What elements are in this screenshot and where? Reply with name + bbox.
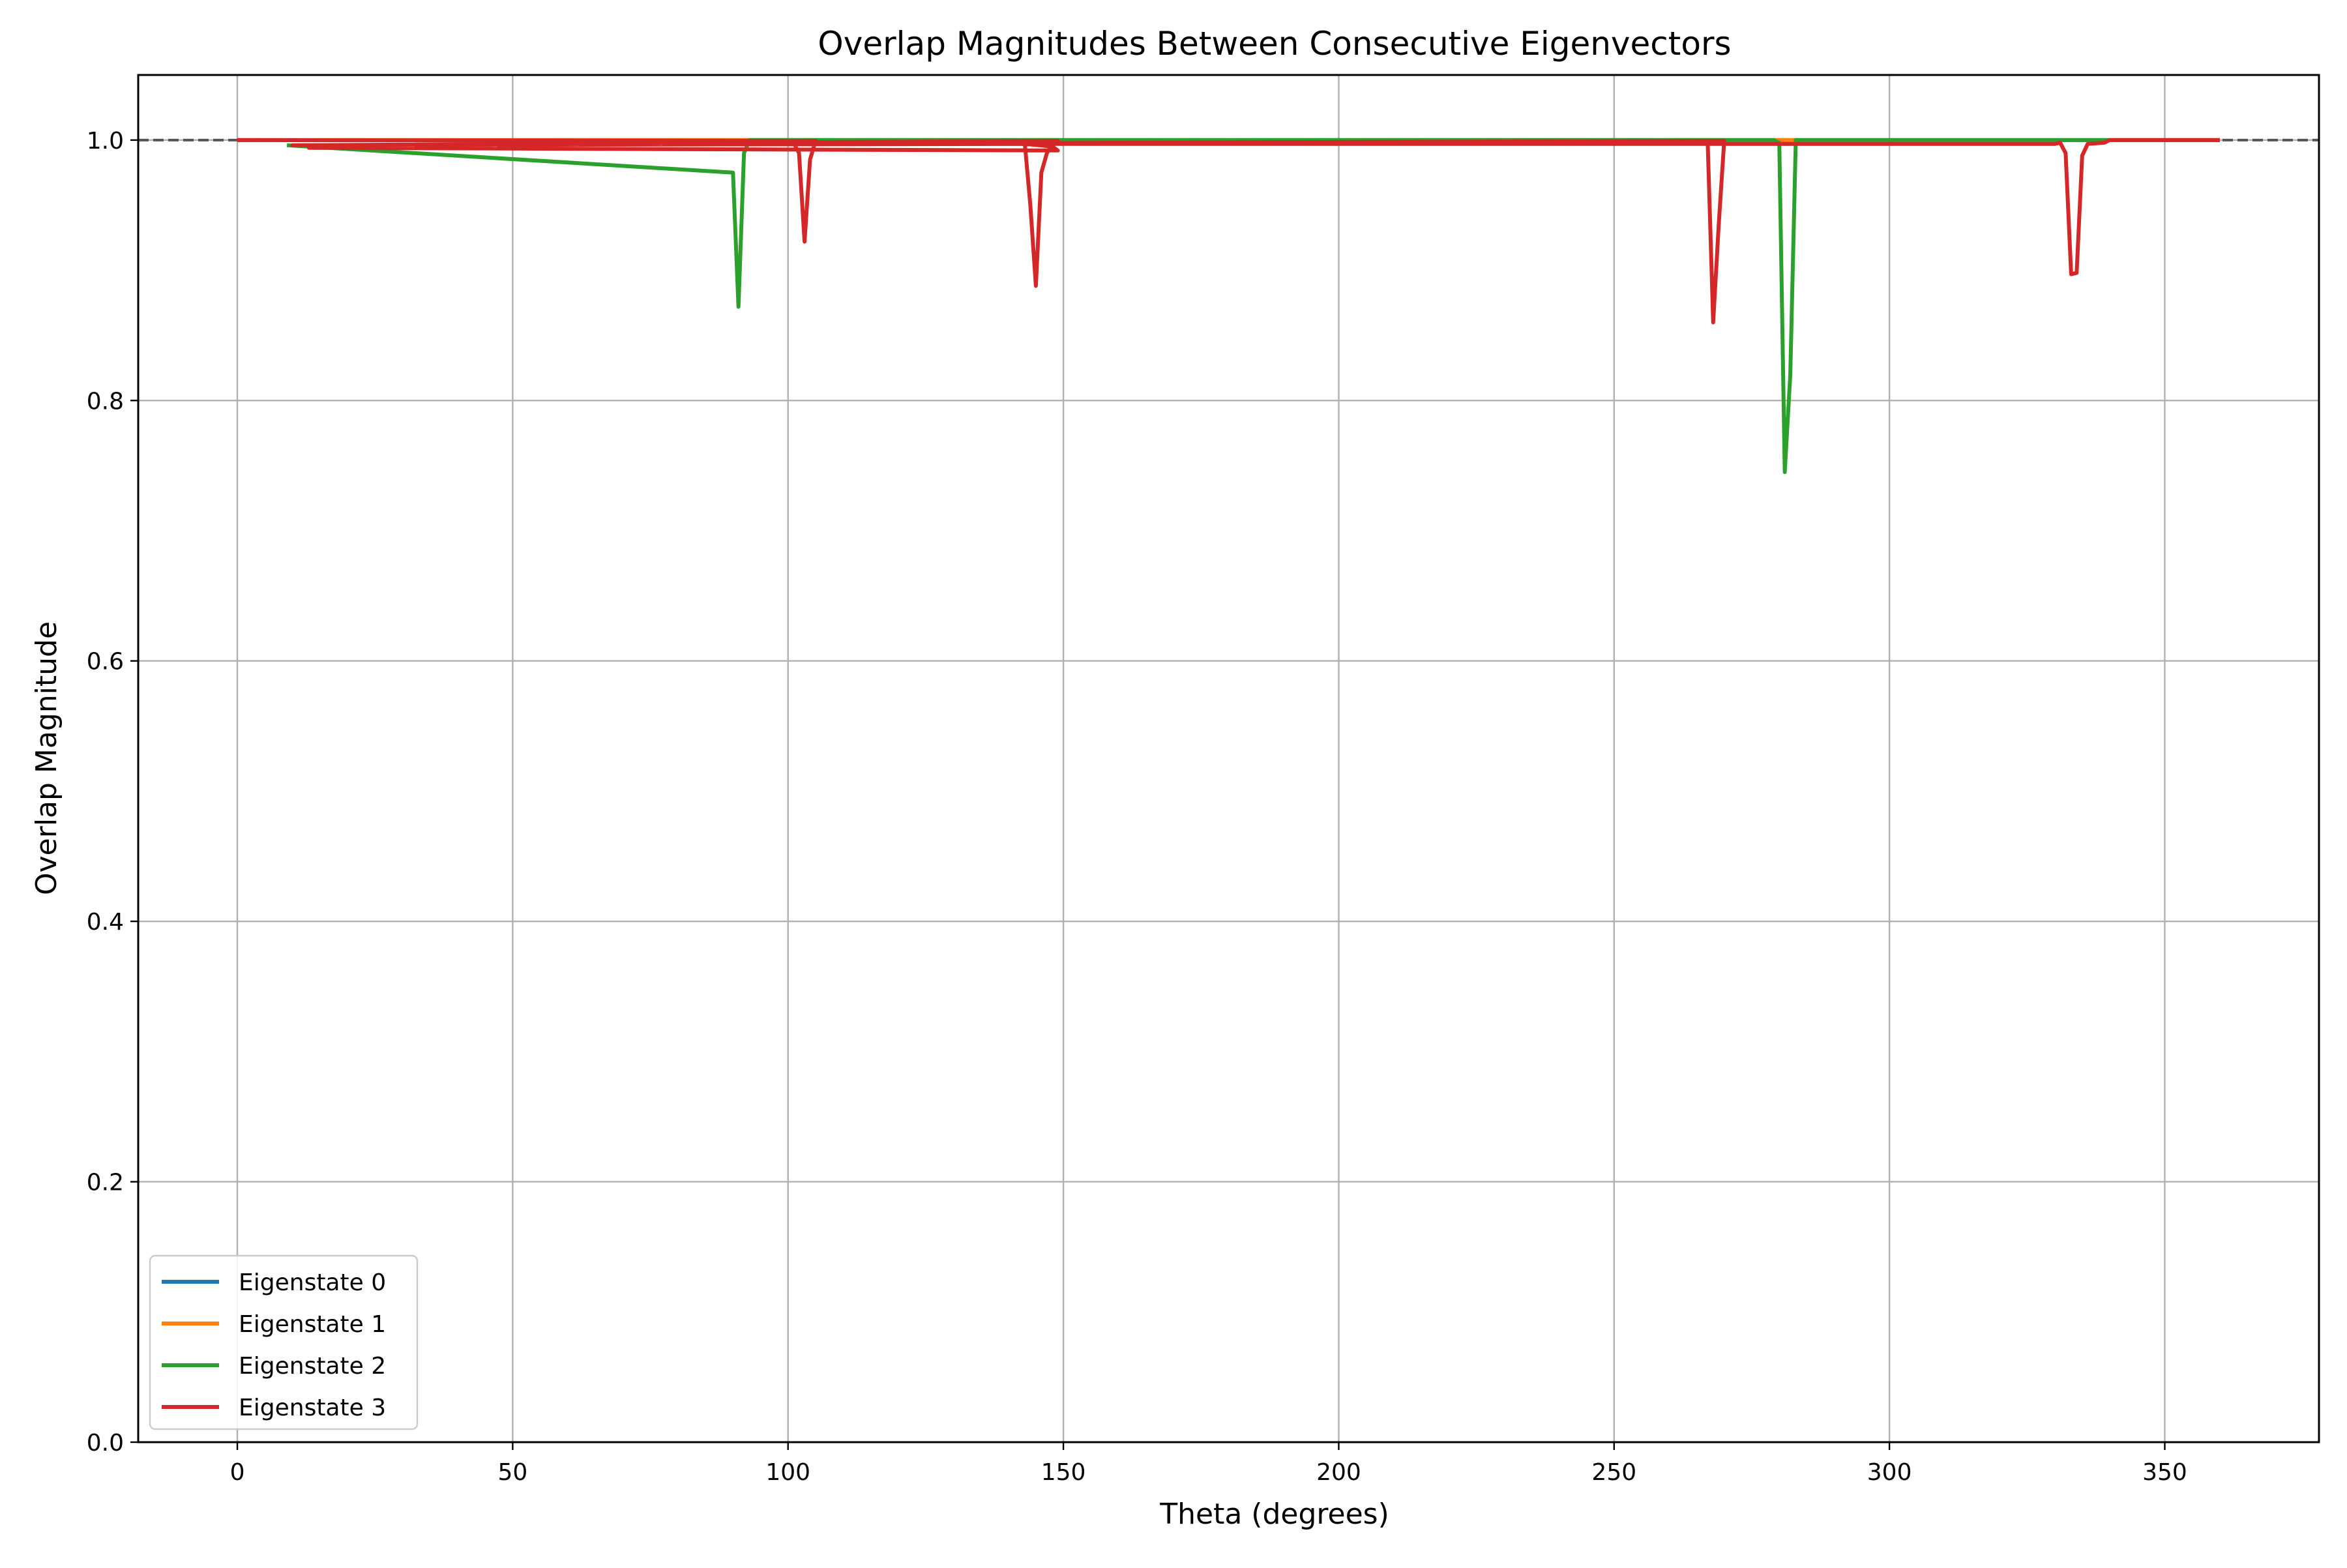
x-tick-label: 250 bbox=[1591, 1459, 1636, 1486]
y-tick-label: 0.8 bbox=[87, 388, 124, 415]
series-line-3 bbox=[237, 138, 2220, 325]
series-line-2 bbox=[286, 138, 2220, 475]
x-tick-label: 200 bbox=[1316, 1459, 1361, 1486]
series-layer bbox=[237, 138, 2220, 475]
x-tick-label: 100 bbox=[765, 1459, 810, 1486]
y-tick-label: 1.0 bbox=[87, 128, 124, 155]
legend-label-1: Eigenstate 1 bbox=[239, 1311, 386, 1338]
legend: Eigenstate 0 Eigenstate 1 Eigenstate 2 Eige… bbox=[149, 1254, 419, 1430]
x-tick-label: 300 bbox=[1867, 1459, 1912, 1486]
chart-title: Overlap Magnitudes Between Consecutive E… bbox=[818, 25, 1731, 63]
y-tick-label: 0.6 bbox=[87, 649, 124, 675]
x-axis-label: Theta (degrees) bbox=[1159, 1498, 1389, 1531]
x-tick-label: 50 bbox=[497, 1459, 527, 1486]
y-axis-label: Overlap Magnitude bbox=[30, 621, 63, 895]
x-tick-label: 150 bbox=[1041, 1459, 1086, 1486]
y-tick-label: 0.0 bbox=[87, 1430, 124, 1457]
legend-label-3: Eigenstate 3 bbox=[239, 1395, 386, 1421]
y-tick-label: 0.4 bbox=[87, 909, 124, 936]
tick-layer: 0 50 100 150 200 250 300 350 0.0 0.2 0.4 0.6 0.8 1.0 bbox=[87, 128, 2187, 1486]
y-tick-label: 0.2 bbox=[87, 1170, 124, 1196]
legend-label-2: Eigenstate 2 bbox=[239, 1353, 386, 1380]
legend-label-0: Eigenstate 0 bbox=[239, 1269, 386, 1296]
x-tick-label: 350 bbox=[2142, 1459, 2187, 1486]
x-tick-label: 0 bbox=[230, 1459, 245, 1486]
plot-frame bbox=[137, 74, 2320, 1443]
legend-box bbox=[149, 1254, 419, 1430]
